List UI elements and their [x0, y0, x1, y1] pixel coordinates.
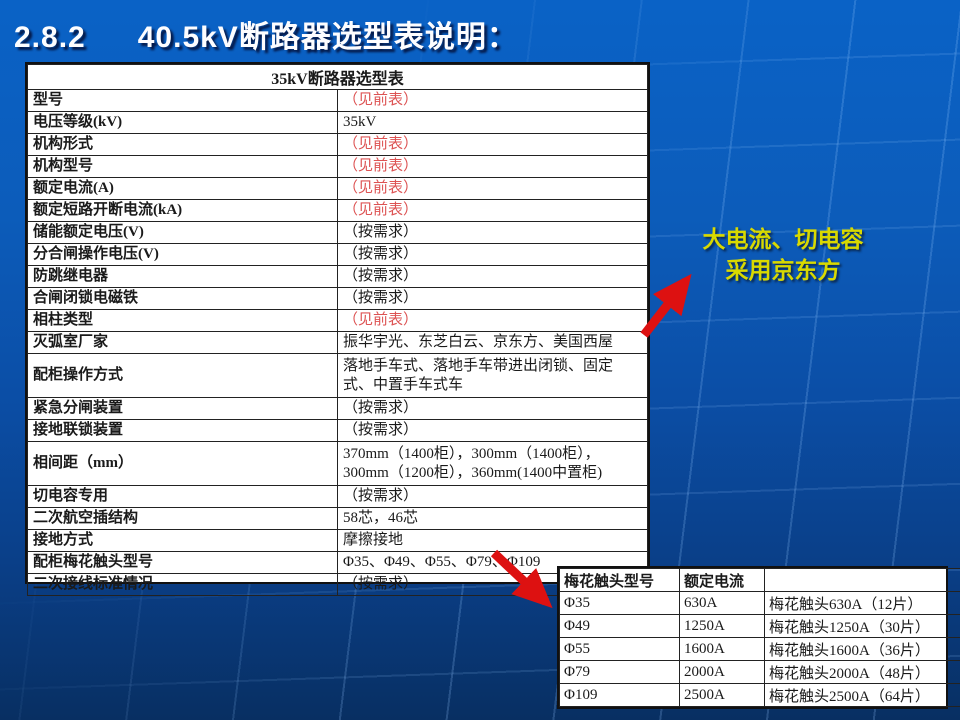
row-value: （按需求）: [337, 221, 648, 244]
row-label: 型号: [27, 89, 338, 112]
table-row: 接地方式 摩擦接地: [27, 529, 648, 552]
row-value: （见前表）: [337, 199, 648, 222]
row-value: 370mm（1400柜），300mm（1400柜），300mm（1200柜），3…: [337, 441, 648, 486]
table-row: 电压等级(kV) 35kV: [27, 111, 648, 134]
row-label: 相柱类型: [27, 309, 338, 332]
row-value: （按需求）: [337, 287, 648, 310]
row-label: 配柜操作方式: [27, 353, 338, 398]
row-value: 落地手车式、落地手车带进出闭锁、固定式、中置手车式车: [337, 353, 648, 398]
row-label: 二次接线标准情况: [27, 573, 338, 596]
row-value: （见前表）: [337, 133, 648, 156]
row-label: 机构形式: [27, 133, 338, 156]
row-value: （按需求）: [337, 397, 648, 420]
table-row: 相柱类型 （见前表）: [27, 309, 648, 332]
table-row: 灭弧室厂家 振华宇光、东芝白云、京东方、美国西屋: [27, 331, 648, 354]
contact-table-row: Φ109 2500A 梅花触头2500A（64片）: [559, 683, 960, 707]
row-label: 二次航空插结构: [27, 507, 338, 530]
row-value: （按需求）: [337, 265, 648, 288]
title-section-number: 2.8.2: [14, 21, 86, 54]
row-value: （见前表）: [337, 309, 648, 332]
contact-current-cell: 2500A: [679, 683, 765, 707]
row-label: 储能额定电压(V): [27, 221, 338, 244]
row-value: （见前表）: [337, 89, 648, 112]
contact-desc-cell: 梅花触头2000A（48片）: [764, 660, 960, 684]
row-label: 接地方式: [27, 529, 338, 552]
annotation-line2: 采用京东方: [725, 257, 841, 284]
row-label: 额定电流(A): [27, 177, 338, 200]
row-label: 相间距（mm）: [27, 441, 338, 486]
contact-model-cell: Φ35: [559, 591, 680, 615]
row-value: （见前表）: [337, 155, 648, 178]
contact-col-header: 额定电流: [679, 568, 765, 592]
contact-desc-cell: 梅花触头2500A（64片）: [764, 683, 960, 707]
table-row: 防跳继电器 （按需求）: [27, 265, 648, 288]
title-text: 40.5kV断路器选型表说明：: [137, 21, 518, 54]
table-header-row: 35kV断路器选型表: [27, 64, 648, 90]
table-row: 额定电流(A) （见前表）: [27, 177, 648, 200]
contact-table-row: Φ79 2000A 梅花触头2000A（48片）: [559, 660, 960, 684]
table-row: 合闸闭锁电磁铁 （按需求）: [27, 287, 648, 310]
table-row: 二次航空插结构 58芯，46芯: [27, 507, 648, 530]
contact-current-cell: 1250A: [679, 614, 765, 638]
row-label: 接地联锁装置: [27, 419, 338, 442]
row-label: 灭弧室厂家: [27, 331, 338, 354]
table-row: 分合闸操作电压(V) （按需求）: [27, 243, 648, 266]
breaker-selection-table-grid: 35kV断路器选型表 型号 （见前表） 电压等级(kV) 35kV 机构形式 （见前表）机…: [27, 64, 648, 596]
row-value: （见前表）: [337, 177, 648, 200]
row-label: 配柜梅花触头型号: [27, 551, 338, 574]
contact-current-cell: 2000A: [679, 660, 765, 684]
table-row: 接地联锁装置 （按需求）: [27, 419, 648, 442]
contact-model-cell: Φ79: [559, 660, 680, 684]
contact-table-row: Φ49 1250A 梅花触头1250A（30片）: [559, 614, 960, 638]
table-row: 配柜梅花触头型号 Φ35、Φ49、Φ55、Φ79、Φ109: [27, 551, 648, 574]
contact-col-header: [764, 568, 960, 592]
contact-model-cell: Φ55: [559, 637, 680, 661]
table-row: 储能额定电压(V) （按需求）: [27, 221, 648, 244]
row-value: 摩擦接地: [337, 529, 648, 552]
breaker-selection-table: 35kV断路器选型表 型号 （见前表） 电压等级(kV) 35kV 机构形式 （见前表）机…: [25, 62, 650, 596]
contact-table-row: Φ35 630A 梅花触头630A（12片）: [559, 591, 960, 615]
annotation-line1: 大电流、切电容: [702, 226, 864, 252]
row-label: 切电容专用: [27, 485, 338, 508]
contact-model-cell: Φ109: [559, 683, 680, 707]
row-value: 58芯，46芯: [337, 507, 648, 530]
table-row: 切电容专用 （按需求）: [27, 485, 648, 508]
contact-current-cell: 1600A: [679, 637, 765, 661]
row-label: 分合闸操作电压(V): [27, 243, 338, 266]
table-row: 紧急分闸装置 （按需求）: [27, 397, 648, 420]
row-value: （按需求）: [337, 419, 648, 442]
arrow-to-annotation: [640, 273, 692, 338]
table-row: 型号 （见前表）: [27, 89, 648, 112]
table-row: 额定短路开断电流(kA) （见前表）: [27, 199, 648, 222]
annotation-note: 大电流、切电容 采用京东方: [678, 224, 888, 286]
row-label: 防跳继电器: [27, 265, 338, 288]
table-row: 二次接线标准情况 （按需求）: [27, 573, 648, 596]
contact-desc-cell: 梅花触头1600A（36片）: [764, 637, 960, 661]
table-row: 机构形式 （见前表）: [27, 133, 648, 156]
contact-col-header: 梅花触头型号: [559, 568, 680, 592]
row-value: （按需求）: [337, 485, 648, 508]
row-value: 振华宇光、东芝白云、京东方、美国西屋: [337, 331, 648, 354]
contact-rating-table-grid: 梅花触头型号 额定电流 Φ35 630A 梅花触头630A（12片） Φ49 1250A 梅…: [559, 568, 960, 707]
table-title: 35kV断路器选型表: [27, 64, 648, 90]
table-row: 机构型号 （见前表）: [27, 155, 648, 178]
table-row: 配柜操作方式 落地手车式、落地手车带进出闭锁、固定式、中置手车式车: [27, 353, 648, 398]
table-row: 相间距（mm） 370mm（1400柜），300mm（1400柜），300mm（1…: [27, 441, 648, 486]
row-label: 机构型号: [27, 155, 338, 178]
contact-table-row: Φ55 1600A 梅花触头1600A（36片）: [559, 637, 960, 661]
contact-rating-table: 梅花触头型号 额定电流 Φ35 630A 梅花触头630A（12片） Φ49 1250A 梅…: [557, 566, 960, 709]
contact-model-cell: Φ49: [559, 614, 680, 638]
row-label: 紧急分闸装置: [27, 397, 338, 420]
row-label: 电压等级(kV): [27, 111, 338, 134]
contact-desc-cell: 梅花触头1250A（30片）: [764, 614, 960, 638]
row-label: 合闸闭锁电磁铁: [27, 287, 338, 310]
row-value: （按需求）: [337, 243, 648, 266]
page-title: 2.8.2 40.5kV断路器选型表说明：: [14, 12, 518, 56]
contact-table-header-row: 梅花触头型号 额定电流: [559, 568, 960, 592]
row-label: 额定短路开断电流(kA): [27, 199, 338, 222]
row-value: 35kV: [337, 111, 648, 134]
contact-current-cell: 630A: [679, 591, 765, 615]
contact-desc-cell: 梅花触头630A（12片）: [764, 591, 960, 615]
